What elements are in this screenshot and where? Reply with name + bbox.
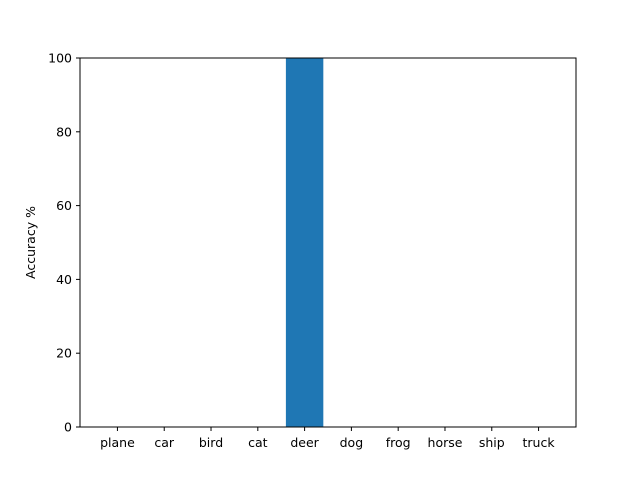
- y-tick-label: 60: [56, 198, 72, 213]
- x-tick-label-car: car: [154, 435, 175, 450]
- x-tick-label-deer: deer: [290, 435, 319, 450]
- y-tick-label: 0: [64, 420, 72, 435]
- x-tick-label-dog: dog: [340, 435, 364, 450]
- x-tick-label-bird: bird: [199, 435, 223, 450]
- bar-deer: [285, 58, 324, 427]
- x-tick-label-ship: ship: [479, 435, 505, 450]
- bars-layer: [285, 58, 324, 427]
- x-tick-label-plane: plane: [100, 435, 135, 450]
- x-tick-label-truck: truck: [523, 435, 556, 450]
- x-tick-label-frog: frog: [386, 435, 411, 450]
- y-tick-label: 40: [56, 272, 72, 287]
- x-tick-label-cat: cat: [248, 435, 268, 450]
- y-tick-label: 80: [56, 124, 72, 139]
- plot-frame: [79, 57, 577, 428]
- x-tick-label-horse: horse: [428, 435, 463, 450]
- y-tick-label: 100: [48, 51, 72, 66]
- y-axis: 0 20 40 60 80 100: [48, 51, 80, 435]
- y-axis-label: Accuracy %: [23, 206, 38, 279]
- x-axis: plane car bird cat deer dog frog horse ship truck: [100, 427, 555, 450]
- y-tick-label: 20: [56, 346, 72, 361]
